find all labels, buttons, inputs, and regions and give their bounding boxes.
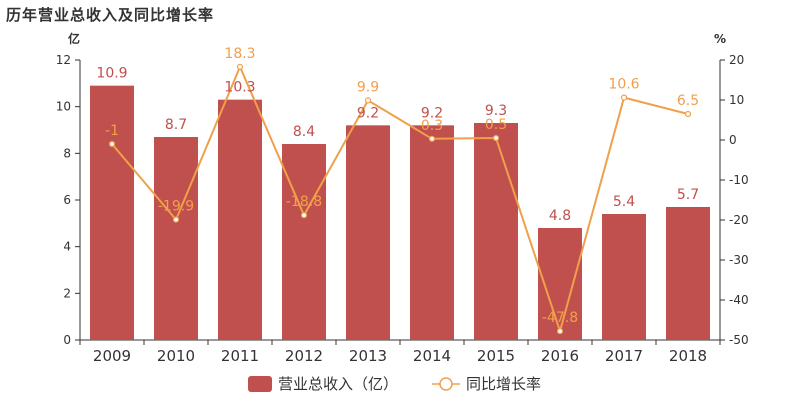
line-value-label: 9.9 [357,79,379,95]
line-value-label: 0.5 [485,117,507,133]
legend-item-revenue[interactable]: 营业总收入（亿） [248,375,398,393]
x-tick-label: 2011 [221,347,259,365]
y-left-tick-label: 4 [63,240,71,254]
line-value-label: -47.8 [542,310,578,326]
bar-series [90,85,710,341]
line-point[interactable] [108,140,116,148]
x-tick-label: 2015 [477,347,515,365]
x-tick-label: 2010 [157,347,195,365]
legend-swatch-marker [439,377,453,391]
bar[interactable] [602,214,646,340]
line-series [108,63,692,335]
y-left-tick-label: 8 [63,146,71,160]
x-tick-label: 2018 [669,347,707,365]
bar[interactable] [666,207,710,340]
bar[interactable] [282,144,326,340]
bar-value-label: 9.2 [421,105,443,121]
y-right-tick-label: 10 [729,93,744,107]
x-tick-label: 2014 [413,347,451,365]
bar[interactable] [410,125,454,340]
legend-swatch-bar [248,376,272,392]
y-right-tick-label: 0 [729,133,737,147]
y-right-tick-label: -30 [729,253,749,267]
y-left-tick-label: 0 [63,333,71,347]
line-point[interactable] [620,94,628,101]
legend-label-growth: 同比增长率 [466,375,541,393]
y-left-tick-label: 12 [56,53,71,67]
y-right-tick-label: -10 [729,173,749,187]
legend[interactable]: 营业总收入（亿） 同比增长率 [248,375,541,393]
legend-label-revenue: 营业总收入（亿） [278,375,398,393]
y-left-unit: 亿 [68,31,80,46]
bar-value-label: 9.3 [485,103,507,119]
x-tick-label: 2012 [285,347,323,365]
y-right-tick-label: 20 [729,53,744,67]
growth-line [111,64,689,335]
y-left-tick-label: 10 [56,100,71,114]
bar[interactable] [90,85,134,341]
legend-item-growth[interactable]: 同比增长率 [432,375,541,393]
bar-value-label: 5.7 [677,187,699,203]
bar-value-label: 8.7 [165,117,187,133]
line-value-label: 18.3 [224,46,255,62]
line-point[interactable] [428,135,436,142]
line-point[interactable] [684,110,692,118]
line-point[interactable] [492,134,500,142]
line-point[interactable] [556,328,564,335]
bar[interactable] [154,137,198,340]
line-point[interactable] [172,216,180,223]
bar[interactable] [346,125,390,340]
bar-value-label: 8.4 [293,124,315,140]
line-value-label: 6.5 [677,93,699,109]
y-left-tick-label: 6 [63,193,71,207]
line-point[interactable] [364,97,372,104]
bar[interactable] [218,99,262,341]
x-tick-label: 2016 [541,347,579,365]
line-value-label: 0.3 [421,118,443,134]
x-tick-label: 2017 [605,347,643,365]
bar[interactable] [474,123,518,340]
bar-value-label: 9.2 [357,105,379,121]
bar-value-label: 10.3 [224,80,255,96]
line-value-label: -1 [105,123,119,139]
line-value-label: -19.9 [158,199,194,215]
chart-title: 历年营业总收入及同比增长率 [6,6,215,24]
y-right-tick-label: -50 [729,333,749,347]
line-point[interactable] [236,63,244,70]
data-labels: 10.9 8.7 10.3 8.4 9.2 9.2 9.3 4.8 5.4 5.7 -1 -19.9 1… [96,46,699,326]
y-right-tick-label: -40 [729,293,749,307]
line-point[interactable] [300,212,308,219]
y-left-tick-label: 2 [63,286,71,300]
bar-value-label: 10.9 [96,66,127,82]
bar-value-label: 4.8 [549,208,571,224]
x-tick-label: 2013 [349,347,387,365]
y-right-tick-label: -20 [729,213,749,227]
line-value-label: 10.6 [608,77,639,93]
bar-value-label: 5.4 [613,194,635,210]
line-value-label: -18.8 [286,194,322,210]
y-right-unit: % [714,32,726,46]
x-tick-label: 2009 [93,347,131,365]
